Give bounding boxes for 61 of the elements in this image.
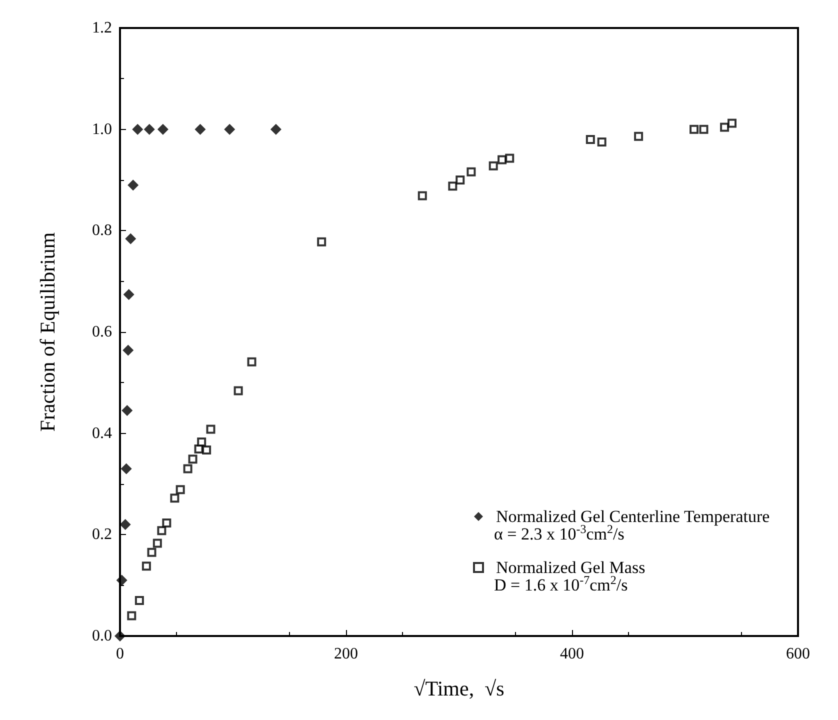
point (197, 437, 206, 446)
point (488, 161, 498, 170)
point (122, 344, 134, 356)
point (586, 134, 595, 144)
y-tick-label: 1.0 (92, 120, 112, 138)
point (270, 124, 282, 135)
point (448, 182, 458, 191)
point (142, 562, 151, 571)
point (194, 124, 206, 135)
point (147, 548, 156, 557)
y-tick-label: 0.6 (92, 324, 112, 340)
x-axis-title: √Time, √s (414, 676, 504, 700)
point (247, 357, 256, 366)
legend-label: Normalized Gel Centerline Temperature (496, 507, 770, 526)
x-tick-label: 200 (334, 646, 358, 662)
x-tick-label: 600 (786, 646, 810, 662)
point (120, 463, 132, 474)
point (505, 154, 514, 163)
y-tick-label: 1.2 (92, 20, 112, 36)
point (122, 405, 133, 416)
point (144, 124, 155, 135)
point (125, 233, 136, 244)
point (128, 180, 139, 191)
point (152, 538, 162, 548)
point (456, 176, 465, 184)
point (224, 124, 236, 135)
point (720, 122, 730, 132)
point (176, 485, 185, 494)
point (597, 138, 606, 146)
y-tick-label: 0.4 (92, 424, 112, 442)
point (202, 446, 212, 455)
point (183, 464, 192, 474)
point (466, 167, 476, 176)
point (157, 124, 168, 135)
point (114, 630, 126, 642)
point (123, 289, 134, 300)
point (206, 424, 216, 434)
point (634, 132, 644, 141)
point (120, 519, 131, 530)
x-tick-label: 0 (116, 646, 124, 662)
point (728, 118, 737, 128)
point (157, 526, 166, 536)
point (498, 155, 507, 164)
point (132, 124, 144, 135)
point (690, 124, 699, 134)
y-tick-label: 0.2 (92, 526, 112, 544)
point (418, 191, 427, 200)
x-tick-label: 400 (560, 646, 584, 662)
point (188, 454, 198, 464)
y-axis-title: Fraction of Equilibrium (36, 232, 60, 432)
point (162, 518, 172, 528)
point (127, 611, 136, 620)
point (116, 574, 128, 586)
y-tick-label: 0.0 (92, 628, 112, 644)
legend-label: Normalized Gel Mass (496, 558, 646, 577)
y-tick-label: 0.8 (92, 222, 112, 240)
point (170, 494, 180, 503)
point (234, 386, 243, 396)
point (317, 237, 326, 246)
point (699, 124, 708, 134)
point (134, 596, 144, 606)
